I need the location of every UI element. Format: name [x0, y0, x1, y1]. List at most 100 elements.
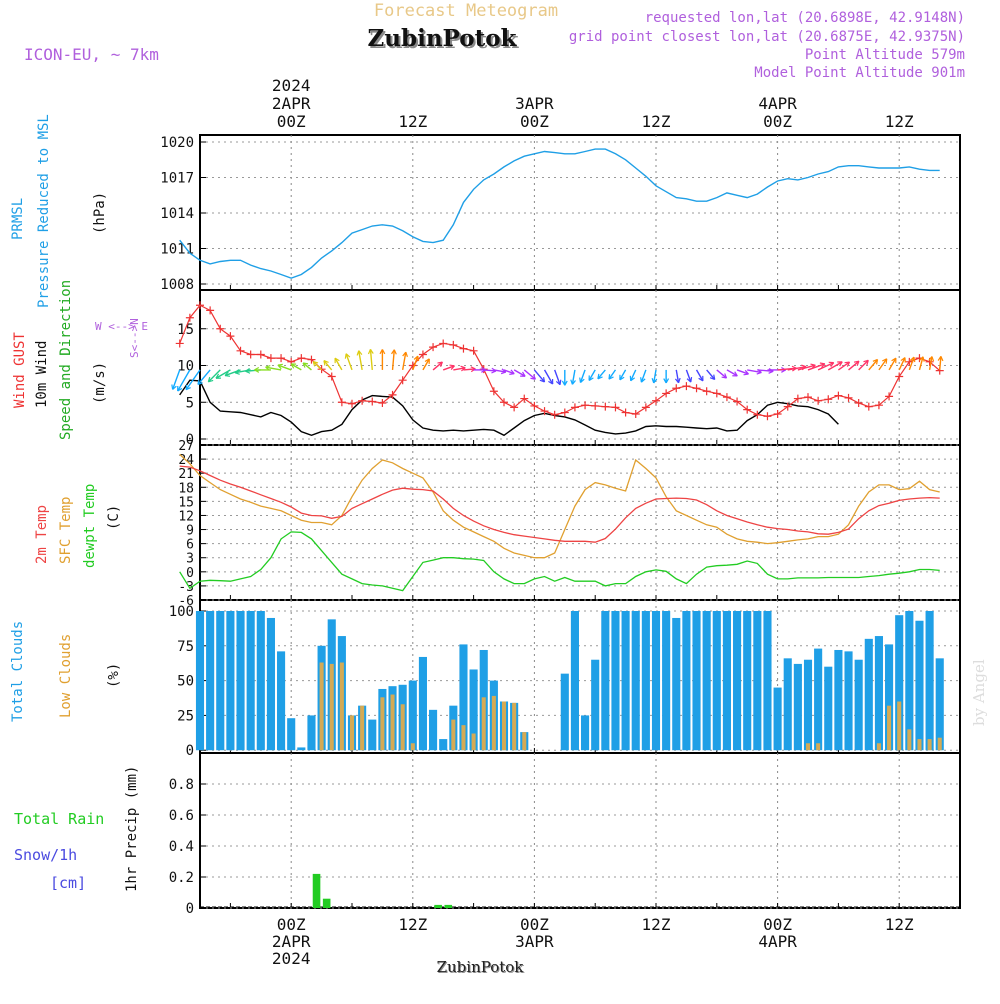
- temp-ytick-label: 12: [178, 509, 194, 524]
- low-cloud-bar: [897, 701, 902, 751]
- wind-arrow-head: [588, 375, 594, 381]
- wind-direction-arrow: [716, 369, 727, 379]
- top-time-label: 3APR: [515, 94, 554, 113]
- low-cloud-bar: [360, 705, 365, 751]
- pressure-ytick-label: 1020: [160, 135, 194, 151]
- low-cloud-bar: [522, 732, 527, 751]
- wind-gust-marker: [814, 396, 823, 405]
- low-cloud-bar: [349, 715, 355, 751]
- total-cloud-bar: [266, 617, 275, 751]
- wind-arrow-head: [265, 365, 271, 371]
- wind-gust-marker: [733, 397, 742, 406]
- wind-arrow-head: [919, 356, 925, 362]
- wind-gust-marker: [702, 387, 711, 396]
- wind-arrow-head: [334, 357, 340, 364]
- low-cloud-bar: [887, 705, 892, 751]
- low-cloud-bar: [501, 701, 507, 751]
- low-cloud-bar: [907, 729, 912, 751]
- wind-arrow-head: [530, 374, 536, 380]
- total-cloud-bar: [743, 611, 752, 751]
- wind-arrow-head: [819, 362, 826, 368]
- wind-gust-marker: [783, 402, 792, 411]
- precip-ytick-label: 0: [186, 901, 194, 917]
- total-cloud-bar: [256, 611, 265, 751]
- bottom-time-label: 12Z: [398, 915, 427, 934]
- top-time-label: 2APR: [272, 94, 311, 113]
- top-time-label: 12Z: [885, 112, 914, 131]
- top-time-label: 00Z: [763, 112, 792, 131]
- cloud-ytick-label: 100: [169, 604, 194, 620]
- wind-gust-marker: [652, 396, 660, 405]
- wind-arrow-head: [732, 371, 738, 377]
- wind-direction-arrow: [928, 356, 933, 371]
- low-cloud-bar: [805, 743, 811, 751]
- wind-gust-marker: [185, 313, 194, 322]
- wind-gust-marker: [753, 410, 762, 419]
- wind-gust-marker: [550, 410, 559, 419]
- wind-arrow-head: [323, 360, 329, 366]
- total-cloud-bar: [733, 611, 742, 751]
- wind-direction-arrow: [685, 369, 692, 383]
- wind-arrow-head: [344, 353, 351, 359]
- wind-arrow-head: [651, 378, 658, 384]
- wind-direction-arrow: [878, 358, 888, 371]
- prmsl-line: [179, 148, 940, 279]
- wind-arrow-head: [561, 380, 568, 386]
- wind-direction-arrow: [290, 363, 302, 371]
- bottom-time-label: 00Z: [520, 915, 549, 934]
- snow-unit-label: [cm]: [50, 874, 86, 892]
- total-cloud-bar: [195, 611, 205, 751]
- wind-gust-marker: [631, 410, 640, 419]
- wind-gust-marker: [418, 350, 427, 359]
- total-cloud-bar: [206, 611, 215, 751]
- wind-gust-marker: [358, 396, 367, 405]
- total-cloud-bar: [712, 611, 721, 751]
- wind-arrow-head: [277, 363, 283, 370]
- wind-arrow-head: [437, 361, 443, 367]
- wind-gust-marker: [256, 350, 265, 359]
- wind-gust-marker: [581, 401, 590, 410]
- wind-gust-marker: [692, 384, 701, 393]
- top-time-label: 2024: [272, 76, 311, 95]
- rain-bar: [322, 898, 331, 908]
- bottom-time-label: 00Z: [763, 915, 792, 934]
- pressure-ytick-label: 1017: [160, 171, 194, 187]
- wind-direction-arrow: [675, 369, 680, 383]
- total-cloud-bar: [277, 651, 286, 751]
- low-cloud-bar: [512, 702, 517, 751]
- wind-direction-arrow: [797, 364, 816, 371]
- wind-direction-arrow: [543, 369, 554, 385]
- wind-gust-marker: [793, 394, 802, 403]
- wind-arrow-head: [290, 363, 297, 369]
- total-cloud-bar: [601, 611, 610, 751]
- wind-gust-marker: [266, 354, 275, 363]
- total-cloud-bar: [824, 666, 833, 751]
- pressure-unit: (hPa): [92, 192, 108, 234]
- wind-direction-arrow: [619, 369, 627, 381]
- bottom-time-label: 12Z: [642, 915, 671, 934]
- total-rain-label: Total Rain: [14, 810, 104, 828]
- wind-arrow-head: [555, 379, 562, 386]
- wind-direction-arrow: [757, 369, 774, 372]
- wind-gust-marker: [804, 393, 812, 402]
- wind-gust-marker: [854, 398, 863, 407]
- total-clouds-label: Total Clouds: [10, 621, 26, 722]
- low-cloud-bar: [451, 719, 456, 751]
- total-cloud-bar: [631, 611, 640, 751]
- wind-direction-arrow: [817, 362, 835, 371]
- precip-axis-label: 1hr Precip (mm): [124, 766, 140, 892]
- wind-direction-arrow: [858, 359, 869, 371]
- wind-gust-marker: [206, 306, 215, 315]
- total-cloud-bar: [216, 611, 225, 751]
- total-cloud-bar: [611, 611, 620, 751]
- wind-direction-arrow: [215, 369, 231, 379]
- wind-gust-marker: [469, 346, 478, 355]
- wind-direction-arrow: [706, 369, 716, 380]
- model-label: ICON-EU, ~ 7km: [24, 45, 159, 64]
- wind-direction-arrow: [185, 369, 201, 391]
- wind-gust-marker: [327, 372, 336, 381]
- prmsl-label: PRMSL: [10, 198, 26, 240]
- top-time-label: 00Z: [277, 112, 306, 131]
- wind-arrow-head: [900, 357, 906, 363]
